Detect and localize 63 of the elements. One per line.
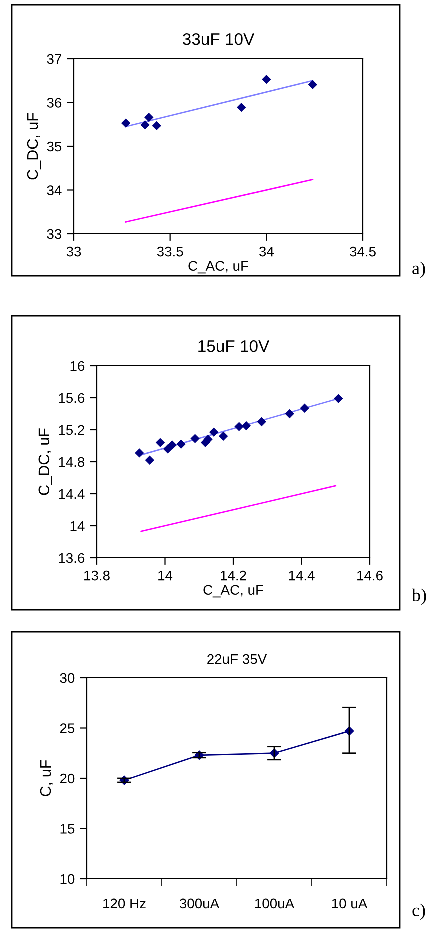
point [204, 434, 213, 444]
text: a) [412, 262, 426, 278]
point [334, 394, 344, 404]
point [121, 118, 131, 128]
y-tick-label: 34 [47, 186, 62, 196]
x-axis-title: C_AC, uF [188, 261, 248, 274]
y-tick-label: 35 [47, 142, 62, 152]
point [168, 440, 178, 450]
x-tick-label: 14.6 [358, 570, 383, 581]
y-tick-label: 37 [47, 54, 62, 64]
x-tick-label: 34.5 [350, 246, 376, 257]
y-tick-label: 14 [70, 521, 85, 532]
x-tick-label: 34 [259, 246, 274, 257]
point [219, 432, 228, 442]
point [242, 421, 252, 431]
x-tick-label: 14 [158, 571, 173, 581]
x-tick-label: 120 Hz [104, 898, 146, 909]
point [308, 80, 318, 90]
point [176, 440, 186, 450]
y-tick-label: 36 [47, 98, 62, 108]
y-tick-label: 13.6 [59, 553, 85, 564]
point [262, 74, 272, 84]
text: c) [412, 904, 426, 920]
point [156, 438, 166, 448]
y-tick-label: 33 [47, 229, 62, 240]
x-tick-label: 300uA [180, 898, 220, 909]
y-axis-title: C, uF [40, 760, 53, 796]
point [140, 120, 150, 130]
x-axis-title: C_AC, uF [204, 585, 264, 598]
y-tick-label: 16 [70, 361, 85, 372]
point [135, 448, 144, 458]
y-tick-label: 25 [60, 724, 75, 734]
y-tick-label: 14.4 [59, 489, 85, 500]
x-tick-label: 14.2 [221, 570, 246, 581]
point [237, 102, 246, 112]
y-tick-label: 15.6 [59, 393, 85, 404]
y-tick-label: 14.8 [59, 457, 85, 468]
point [234, 422, 244, 432]
point [145, 456, 154, 466]
point [152, 121, 162, 131]
x-tick-label: 33.5 [157, 246, 184, 257]
point [163, 444, 173, 454]
chart-title: 15uF 10V [198, 340, 270, 352]
chart-title: 33uF 10V [183, 33, 255, 46]
chart-title: 22uF 35V [208, 654, 268, 664]
y-tick-label: 15.2 [59, 425, 84, 436]
x-tick-label: 13.8 [84, 570, 110, 581]
point [257, 417, 266, 427]
y-tick-label: 30 [60, 673, 75, 684]
y-tick-label: 10 [60, 874, 75, 884]
x-tick-label: 10 uA [332, 898, 368, 909]
y-axis-title: C_DC, uF [27, 113, 42, 180]
point [190, 434, 200, 444]
x-tick-label: 14.4 [289, 571, 315, 581]
point [300, 404, 310, 414]
y-tick-label: 15 [60, 824, 75, 834]
point [209, 428, 219, 438]
y-axis-title: C_DC, uF [38, 428, 52, 496]
point [285, 409, 294, 419]
x-tick-label: 100uA [255, 898, 295, 909]
y-tick-label: 20 [60, 774, 75, 784]
text: b) [412, 588, 426, 606]
point [144, 113, 154, 122]
